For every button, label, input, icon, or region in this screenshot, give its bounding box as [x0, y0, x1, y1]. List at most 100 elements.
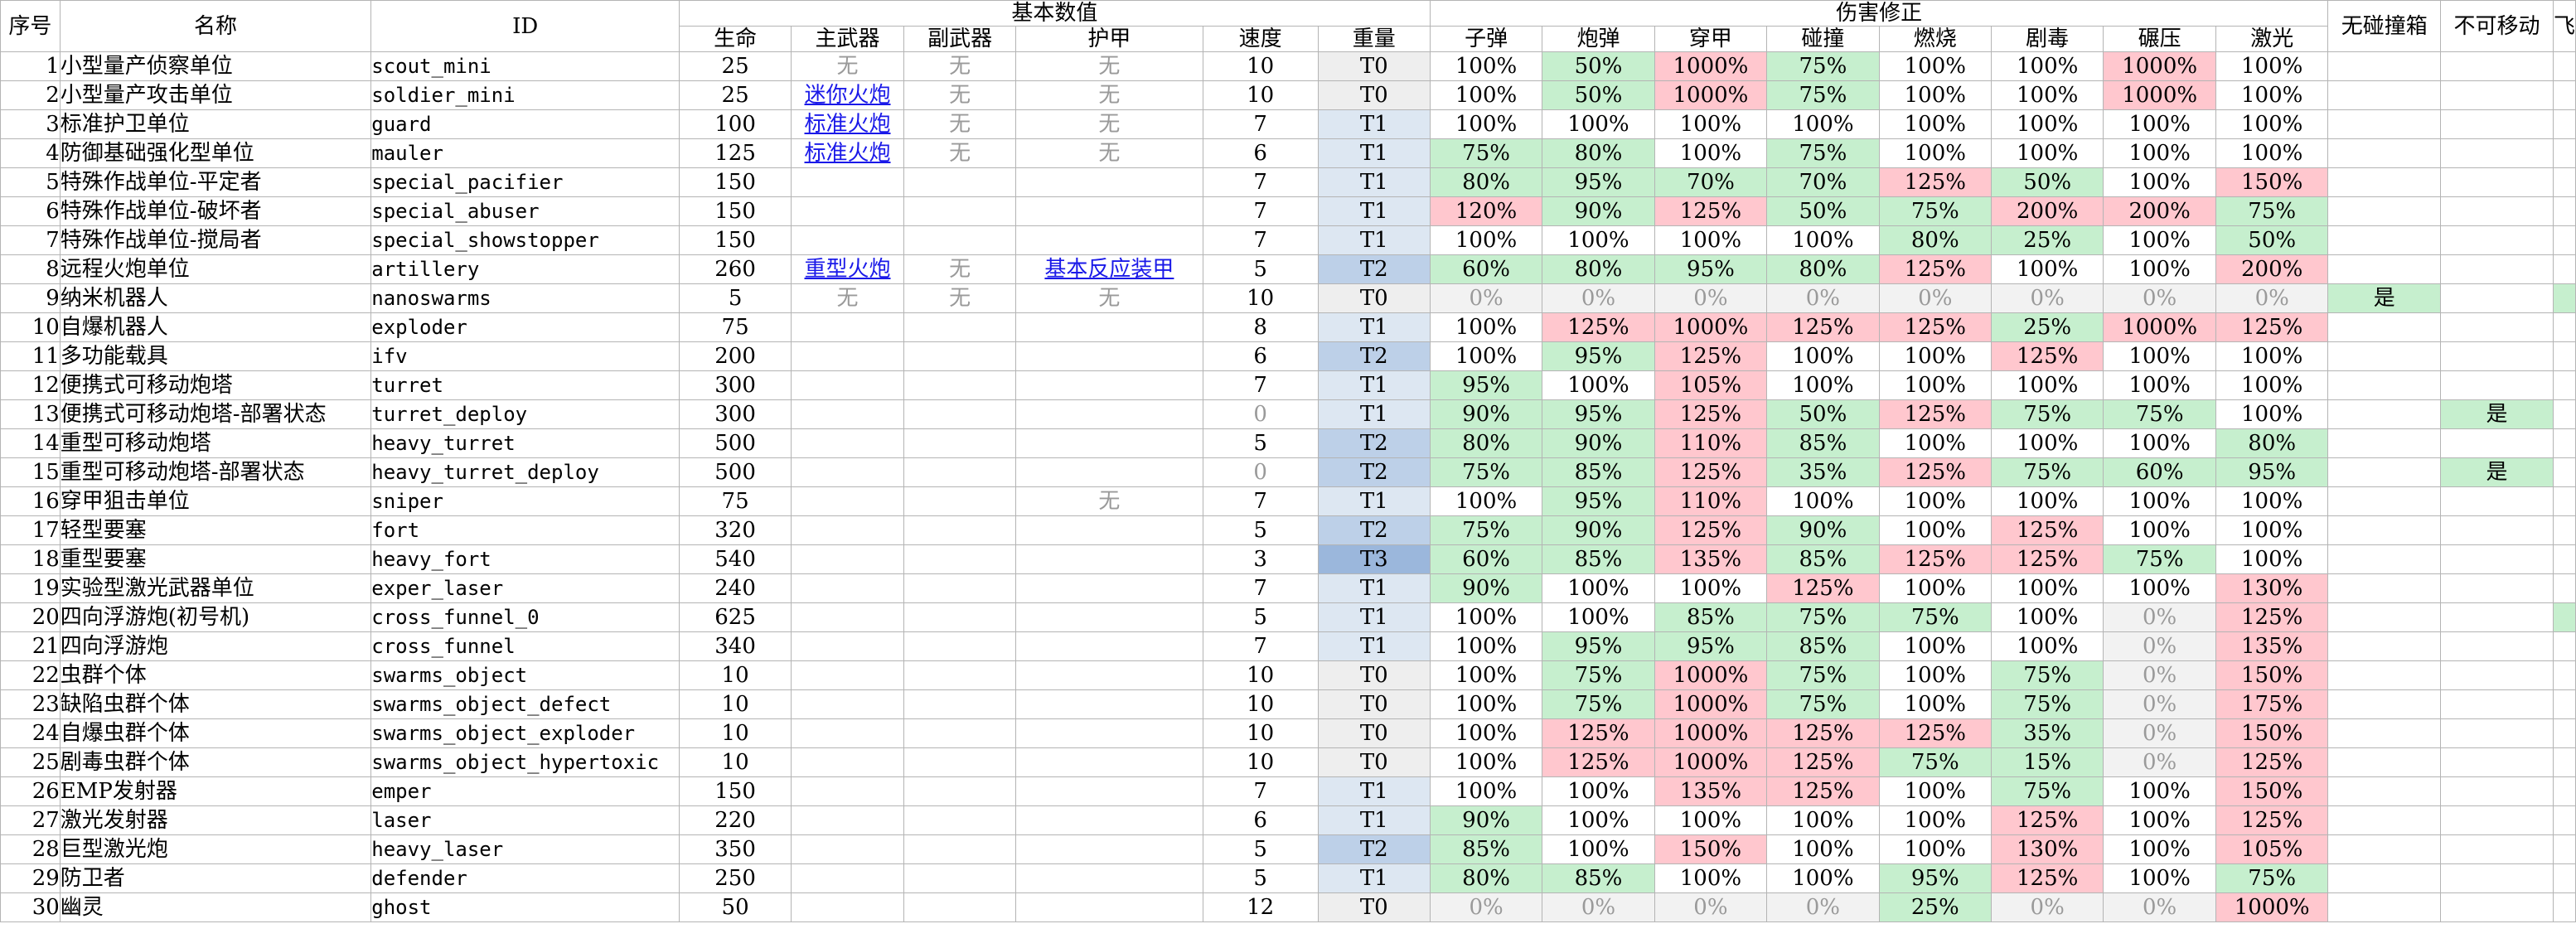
damage-mod-cell[interactable]: 75%	[1990, 399, 2104, 429]
no-collision-cell[interactable]	[2327, 196, 2442, 226]
damage-mod-cell[interactable]: 100%	[1990, 631, 2104, 661]
damage-mod-cell[interactable]: 0%	[2215, 283, 2329, 313]
header-armor[interactable]: 护甲	[1015, 26, 1203, 52]
immobile-cell[interactable]	[2440, 805, 2554, 835]
damage-mod-cell[interactable]: 75%	[1878, 747, 1992, 777]
damage-mod-cell[interactable]: 125%	[1990, 805, 2104, 835]
row-number-cell[interactable]: 15	[0, 457, 61, 487]
armor-cell[interactable]	[1015, 196, 1203, 226]
damage-mod-cell[interactable]: 0%	[1429, 892, 1543, 922]
damage-mod-cell[interactable]: 0%	[1878, 283, 1992, 313]
sub-weapon-cell[interactable]	[903, 399, 1017, 429]
armor-cell[interactable]: 无	[1015, 80, 1203, 110]
damage-mod-cell[interactable]: 15%	[1990, 747, 2104, 777]
no-collision-cell[interactable]	[2327, 631, 2442, 661]
speed-cell[interactable]: 5	[1202, 602, 1319, 632]
damage-mod-cell[interactable]: 100%	[1654, 109, 1768, 139]
weight-cell[interactable]: T0	[1317, 660, 1431, 690]
main-weapon-cell[interactable]: 迷你火炮	[791, 80, 904, 110]
extra-cell[interactable]	[2552, 544, 2576, 574]
main-weapon-cell[interactable]	[791, 805, 904, 835]
armor-cell[interactable]	[1015, 544, 1203, 574]
damage-mod-cell[interactable]: 100%	[1766, 225, 1880, 255]
damage-mod-cell[interactable]: 100%	[2215, 51, 2329, 81]
no-collision-cell[interactable]	[2327, 370, 2442, 400]
damage-mod-cell[interactable]: 0%	[1990, 283, 2104, 313]
immobile-cell[interactable]	[2440, 631, 2554, 661]
hp-cell[interactable]: 240	[678, 573, 792, 603]
header-dmg-bullet[interactable]: 子弹	[1429, 26, 1543, 52]
weight-cell[interactable]: T1	[1317, 312, 1431, 342]
damage-mod-cell[interactable]: 75%	[1766, 660, 1880, 690]
sub-weapon-cell[interactable]	[903, 486, 1017, 516]
immobile-cell[interactable]	[2440, 167, 2554, 197]
sub-weapon-cell[interactable]: 无	[903, 254, 1017, 284]
damage-mod-cell[interactable]: 1000%	[1654, 747, 1768, 777]
sub-weapon-cell[interactable]	[903, 834, 1017, 864]
speed-cell[interactable]: 5	[1202, 515, 1319, 545]
weight-cell[interactable]: T0	[1317, 892, 1431, 922]
row-number-cell[interactable]: 17	[0, 515, 61, 545]
hp-cell[interactable]: 25	[678, 80, 792, 110]
damage-mod-cell[interactable]: 100%	[2215, 515, 2329, 545]
unit-id-cell[interactable]: fort	[370, 515, 680, 545]
unit-id-cell[interactable]: cross_funnel_0	[370, 602, 680, 632]
damage-mod-cell[interactable]: 35%	[1766, 457, 1880, 487]
no-collision-cell[interactable]	[2327, 167, 2442, 197]
damage-mod-cell[interactable]: 0%	[1542, 892, 1655, 922]
speed-cell[interactable]: 10	[1202, 718, 1319, 748]
no-collision-cell[interactable]	[2327, 457, 2442, 487]
unit-name-cell[interactable]: 缺陷虫群个体	[59, 689, 372, 719]
immobile-cell[interactable]	[2440, 51, 2554, 81]
damage-mod-cell[interactable]: 95%	[1542, 631, 1655, 661]
hp-cell[interactable]: 260	[678, 254, 792, 284]
sub-weapon-cell[interactable]	[903, 631, 1017, 661]
damage-mod-cell[interactable]: 100%	[2215, 341, 2329, 371]
damage-mod-cell[interactable]: 95%	[2215, 457, 2329, 487]
weight-cell[interactable]: T0	[1317, 51, 1431, 81]
damage-mod-cell[interactable]: 100%	[2215, 370, 2329, 400]
damage-mod-cell[interactable]: 85%	[1766, 544, 1880, 574]
no-collision-cell[interactable]	[2327, 341, 2442, 371]
extra-cell[interactable]	[2552, 486, 2576, 516]
hyperlink[interactable]: 迷你火炮	[804, 83, 891, 108]
weight-cell[interactable]: T0	[1317, 283, 1431, 313]
immobile-cell[interactable]	[2440, 428, 2554, 458]
damage-mod-cell[interactable]: 135%	[1654, 776, 1768, 806]
unit-id-cell[interactable]: sniper	[370, 486, 680, 516]
damage-mod-cell[interactable]: 150%	[2215, 660, 2329, 690]
damage-mod-cell[interactable]: 75%	[2103, 544, 2216, 574]
row-number-cell[interactable]: 7	[0, 225, 61, 255]
header-sub-weapon[interactable]: 副武器	[903, 26, 1017, 52]
sub-weapon-cell[interactable]: 无	[903, 51, 1017, 81]
weight-cell[interactable]: T1	[1317, 805, 1431, 835]
damage-mod-cell[interactable]: 50%	[1542, 51, 1655, 81]
unit-name-cell[interactable]: 多功能载具	[59, 341, 372, 371]
unit-name-cell[interactable]: 远程火炮单位	[59, 254, 372, 284]
damage-mod-cell[interactable]: 200%	[1990, 196, 2104, 226]
damage-mod-cell[interactable]: 100%	[1878, 573, 1992, 603]
unit-id-cell[interactable]: heavy_turret	[370, 428, 680, 458]
extra-cell[interactable]	[2552, 689, 2576, 719]
extra-cell[interactable]	[2552, 776, 2576, 806]
sub-weapon-cell[interactable]	[903, 776, 1017, 806]
row-number-cell[interactable]: 20	[0, 602, 61, 632]
damage-mod-cell[interactable]: 0%	[1542, 283, 1655, 313]
damage-mod-cell[interactable]: 100%	[2103, 138, 2216, 168]
damage-mod-cell[interactable]: 0%	[2103, 660, 2216, 690]
damage-mod-cell[interactable]: 90%	[1429, 805, 1543, 835]
unit-name-cell[interactable]: 穿甲狙击单位	[59, 486, 372, 516]
damage-mod-cell[interactable]: 110%	[1654, 486, 1768, 516]
weight-cell[interactable]: T1	[1317, 196, 1431, 226]
main-weapon-cell[interactable]	[791, 863, 904, 893]
damage-mod-cell[interactable]: 100%	[1542, 573, 1655, 603]
row-number-cell[interactable]: 1	[0, 51, 61, 81]
armor-cell[interactable]	[1015, 834, 1203, 864]
header-no[interactable]: 序号	[0, 0, 61, 52]
damage-mod-cell[interactable]: 100%	[1878, 689, 1992, 719]
row-number-cell[interactable]: 21	[0, 631, 61, 661]
damage-mod-cell[interactable]: 100%	[2103, 225, 2216, 255]
armor-cell[interactable]	[1015, 863, 1203, 893]
weight-cell[interactable]: T0	[1317, 80, 1431, 110]
extra-cell[interactable]	[2552, 138, 2576, 168]
